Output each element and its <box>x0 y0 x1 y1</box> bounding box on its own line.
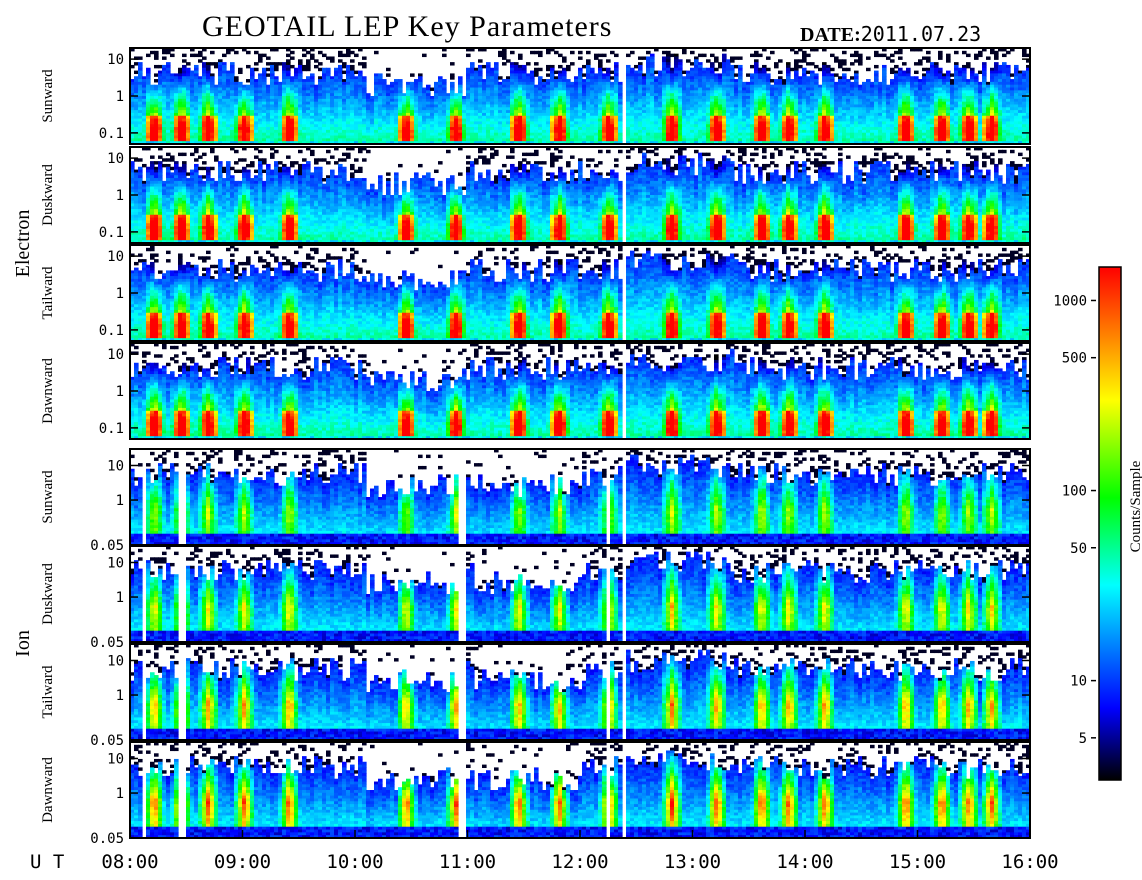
spectrogram-cell <box>158 65 163 68</box>
spectrogram-cell <box>246 79 251 82</box>
spectrogram-cell <box>190 54 195 57</box>
spectrogram-cell <box>154 65 159 68</box>
spectrogram-cell <box>222 54 227 57</box>
spectrogram-cell <box>146 54 151 57</box>
spectrogram-cell <box>150 51 155 54</box>
spectrogram-cell <box>258 59 263 62</box>
spectrogram-cell <box>262 54 267 57</box>
spectrogram-cell <box>186 62 191 65</box>
spectrogram-cell <box>274 68 279 71</box>
spectrogram-cell <box>238 71 243 74</box>
spectrogram-cell <box>246 51 251 54</box>
spectrogram-cell <box>226 51 231 54</box>
spectrogram-cell <box>198 54 203 57</box>
spectrogram-cell <box>266 73 271 76</box>
spectrogram-cell <box>210 51 215 54</box>
spectrogram-cell <box>254 51 259 54</box>
spectrogram-panel <box>130 48 1031 145</box>
spectrogram-figure: 0.1110Sunward0.1110Duskward0.1110Tailwar… <box>0 0 1142 880</box>
spectrogram-cell <box>254 68 259 71</box>
spectrogram-cell <box>182 59 187 62</box>
spectrogram-cell <box>154 73 159 76</box>
spectrogram-cell <box>166 51 171 54</box>
spectrogram-cell <box>162 51 167 54</box>
spectrogram-cell <box>254 62 259 65</box>
spectrogram-cell <box>162 56 167 59</box>
spectrogram-cell <box>134 71 139 74</box>
spectrogram-cell <box>246 65 251 68</box>
spectrogram-cell <box>170 54 175 57</box>
spectrogram-cell <box>266 68 271 71</box>
spectrogram-cell <box>134 62 139 65</box>
spectrogram-cell <box>202 56 207 59</box>
spectrogram-cell <box>198 59 203 62</box>
spectrogram-cell <box>194 54 199 57</box>
spectrogram-cell <box>182 54 187 57</box>
spectrogram-cell <box>210 62 215 65</box>
spectrogram-cell <box>154 56 159 59</box>
spectrogram-cell <box>154 79 159 82</box>
spectrogram-cell <box>266 62 271 65</box>
spectrogram-cell <box>138 56 143 59</box>
spectrogram-cell <box>214 65 219 68</box>
spectrogram-cell <box>266 56 271 59</box>
spectrogram-cell <box>234 51 239 54</box>
